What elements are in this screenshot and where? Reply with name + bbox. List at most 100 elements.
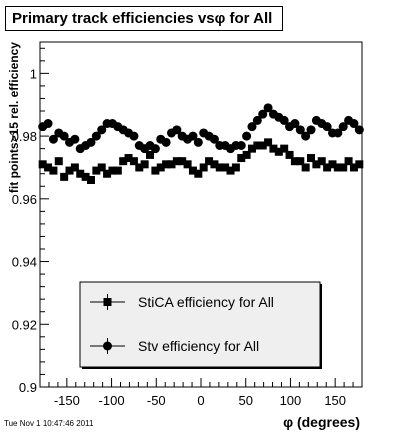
legend-label: StiCA efficiency for All [138,294,274,310]
stica-point [113,166,122,175]
stica-point [307,154,316,163]
stica-point [253,141,262,150]
legend-box [79,281,321,368]
legend-marker [103,298,112,306]
stica-point [49,166,58,175]
series-stv [38,103,364,154]
stica-point [70,163,79,172]
stica-point [86,176,95,184]
stv-point [43,119,53,129]
stica-point [146,150,155,159]
stv-point [247,122,257,132]
stica-point [65,166,74,175]
stica-point [172,157,181,166]
stica-point [339,163,348,172]
x-tick-label: 150 [324,393,346,408]
y-tick-label: 0.9 [19,380,37,395]
stica-point [129,157,138,166]
stica-point [290,157,299,166]
y-tick-label: 0.98 [12,129,37,144]
stica-point [312,160,321,169]
stica-point [97,163,106,172]
stica-point [124,154,133,163]
stica-point [258,141,267,150]
stica-point [210,160,219,169]
stica-point [183,160,192,169]
stica-point [199,163,208,172]
stica-point [328,160,337,169]
stv-point [86,137,96,147]
stica-point [44,163,53,172]
legend-marker [103,341,112,351]
stica-point [188,166,197,175]
stv-point [150,144,160,154]
stv-point [279,115,289,125]
stica-point [38,160,47,169]
stica-point [280,144,289,153]
stv-point [70,134,80,144]
chart-title: Primary track efficiencies vsφ for All [5,6,283,31]
stica-point [135,163,144,172]
stica-point [81,172,90,181]
stv-point [252,115,262,125]
y-tick-label: 0.94 [12,255,37,270]
y-tick-label: 1 [30,66,37,81]
stv-point [263,103,273,113]
x-tick-label: -100 [99,393,125,408]
stv-point [161,137,171,147]
stica-point [317,157,326,166]
stica-point [323,163,332,172]
stica-point [108,166,117,175]
stv-point [91,131,101,141]
stica-point [285,150,294,159]
stica-point [156,163,165,172]
stica-point [264,138,273,147]
legend-entry: StiCA efficiency for All [90,294,274,310]
stica-point [296,157,305,166]
stica-point [274,147,283,156]
stica-point [355,160,364,169]
x-axis-label: φ (degrees) [283,414,360,430]
stv-point [306,125,316,135]
stica-point [54,157,63,166]
stica-point [242,150,251,159]
stica-point [349,163,358,172]
stica-point [205,157,214,166]
stv-point [172,125,182,135]
stv-point [258,109,268,119]
stv-point [193,137,203,147]
stica-point [60,172,69,181]
stv-point [236,141,246,150]
stica-point [92,166,101,175]
x-tick-label: 100 [280,393,302,408]
stica-point [119,157,128,166]
stica-point [301,163,310,172]
stica-point [167,160,176,169]
stica-point [226,166,235,175]
stica-point [344,157,353,166]
stv-point [188,131,198,141]
y-tick-label: 0.92 [12,317,37,332]
stv-point [295,125,305,135]
stica-point [215,163,224,172]
stica-point [247,144,256,153]
x-tick-label: 50 [238,393,252,408]
stica-point [221,163,230,172]
stica-point [140,160,149,169]
stica-point [231,163,240,172]
series-stica [38,138,364,184]
stv-point [290,119,300,129]
stica-point [269,144,278,153]
stv-point [349,119,359,129]
timestamp: Tue Nov 1 10:47:46 2011 [4,419,94,428]
stv-point [97,125,107,135]
stica-point [178,157,187,166]
stv-point [354,125,364,135]
stv-point [242,131,252,141]
stica-point [103,169,112,178]
stv-point [333,128,343,138]
stv-point [301,131,311,141]
x-tick-label: 0 [197,393,204,408]
stv-point [48,134,58,144]
